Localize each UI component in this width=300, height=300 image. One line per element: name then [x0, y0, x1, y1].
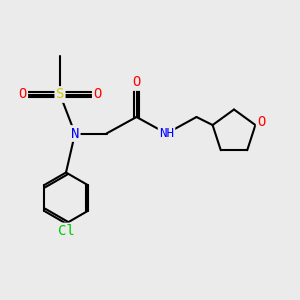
- Text: O: O: [132, 76, 141, 89]
- Text: O: O: [18, 88, 27, 101]
- Text: O: O: [257, 115, 266, 129]
- Text: Cl: Cl: [58, 224, 74, 238]
- Text: O: O: [93, 88, 102, 101]
- Text: S: S: [56, 88, 64, 101]
- Text: N: N: [71, 127, 79, 140]
- Text: NH: NH: [159, 127, 174, 140]
